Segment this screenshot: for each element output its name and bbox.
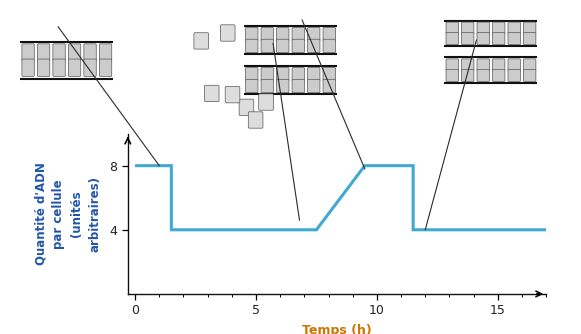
FancyBboxPatch shape	[99, 59, 112, 76]
FancyBboxPatch shape	[523, 22, 536, 34]
FancyBboxPatch shape	[446, 69, 458, 81]
FancyBboxPatch shape	[493, 59, 505, 71]
FancyBboxPatch shape	[194, 33, 209, 49]
FancyBboxPatch shape	[307, 79, 320, 93]
FancyBboxPatch shape	[323, 28, 335, 41]
FancyBboxPatch shape	[261, 39, 274, 52]
FancyBboxPatch shape	[69, 59, 81, 76]
FancyBboxPatch shape	[277, 68, 289, 81]
FancyBboxPatch shape	[292, 39, 304, 52]
FancyBboxPatch shape	[239, 99, 254, 116]
FancyBboxPatch shape	[99, 44, 112, 61]
FancyBboxPatch shape	[277, 39, 289, 52]
FancyBboxPatch shape	[477, 33, 489, 45]
FancyBboxPatch shape	[323, 39, 335, 52]
FancyBboxPatch shape	[477, 69, 489, 81]
FancyBboxPatch shape	[323, 79, 335, 93]
FancyBboxPatch shape	[461, 69, 474, 81]
FancyBboxPatch shape	[292, 79, 304, 93]
FancyBboxPatch shape	[523, 69, 536, 81]
FancyBboxPatch shape	[292, 28, 304, 41]
FancyBboxPatch shape	[523, 59, 536, 71]
FancyBboxPatch shape	[246, 39, 258, 52]
FancyBboxPatch shape	[261, 79, 274, 93]
FancyBboxPatch shape	[246, 68, 258, 81]
FancyBboxPatch shape	[248, 112, 263, 128]
FancyBboxPatch shape	[307, 68, 320, 81]
FancyBboxPatch shape	[477, 22, 489, 34]
FancyBboxPatch shape	[220, 25, 235, 41]
FancyBboxPatch shape	[246, 28, 258, 41]
FancyBboxPatch shape	[493, 69, 505, 81]
FancyBboxPatch shape	[461, 22, 474, 34]
FancyBboxPatch shape	[446, 22, 458, 34]
FancyBboxPatch shape	[69, 44, 81, 61]
FancyBboxPatch shape	[307, 28, 320, 41]
FancyBboxPatch shape	[508, 69, 521, 81]
FancyBboxPatch shape	[307, 39, 320, 52]
FancyBboxPatch shape	[493, 33, 505, 45]
FancyBboxPatch shape	[259, 94, 273, 110]
FancyBboxPatch shape	[37, 44, 50, 61]
FancyBboxPatch shape	[508, 59, 521, 71]
FancyBboxPatch shape	[493, 22, 505, 34]
FancyBboxPatch shape	[84, 59, 96, 76]
FancyBboxPatch shape	[508, 33, 521, 45]
FancyBboxPatch shape	[446, 59, 458, 71]
FancyBboxPatch shape	[22, 44, 34, 61]
FancyBboxPatch shape	[508, 22, 521, 34]
FancyBboxPatch shape	[461, 59, 474, 71]
FancyBboxPatch shape	[446, 33, 458, 45]
FancyBboxPatch shape	[477, 59, 489, 71]
FancyBboxPatch shape	[261, 28, 274, 41]
FancyBboxPatch shape	[205, 85, 219, 102]
FancyBboxPatch shape	[292, 68, 304, 81]
FancyBboxPatch shape	[277, 79, 289, 93]
FancyBboxPatch shape	[461, 33, 474, 45]
FancyBboxPatch shape	[523, 33, 536, 45]
FancyBboxPatch shape	[84, 44, 96, 61]
FancyBboxPatch shape	[37, 59, 50, 76]
Y-axis label: Quantité d'ADN
par cellule
(unités
arbitraires): Quantité d'ADN par cellule (unités arbit…	[34, 162, 101, 265]
FancyBboxPatch shape	[53, 44, 65, 61]
FancyBboxPatch shape	[53, 59, 65, 76]
X-axis label: Temps (h): Temps (h)	[302, 324, 372, 334]
FancyBboxPatch shape	[22, 59, 34, 76]
FancyBboxPatch shape	[246, 79, 258, 93]
FancyBboxPatch shape	[225, 87, 240, 103]
FancyBboxPatch shape	[261, 68, 274, 81]
FancyBboxPatch shape	[277, 28, 289, 41]
FancyBboxPatch shape	[323, 68, 335, 81]
